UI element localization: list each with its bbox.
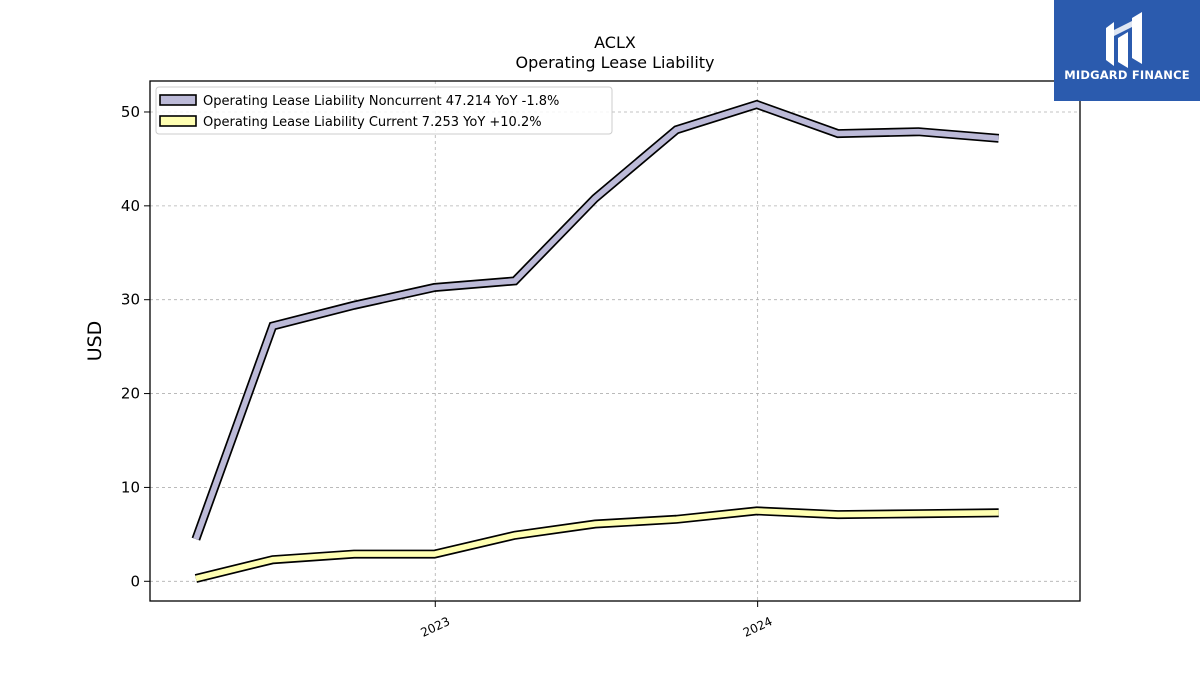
y-tick-label: 30	[121, 291, 140, 309]
y-tick-label: 0	[130, 572, 140, 590]
series-lines	[191, 99, 1000, 583]
x-tick-label: 2024	[741, 614, 775, 640]
y-axis-label: USD	[84, 321, 106, 362]
y-tick-label: 10	[121, 478, 140, 496]
x-tick-label: 2023	[418, 614, 452, 640]
legend-box	[155, 86, 613, 135]
series-line	[195, 508, 999, 582]
series-outline	[194, 506, 999, 583]
brand-logo-icon	[1106, 12, 1142, 68]
plot-frame	[149, 80, 1081, 602]
chart-title: ACLX	[594, 33, 636, 52]
legend-swatch	[159, 94, 197, 106]
legend-label: Operating Lease Liability Current 7.253 …	[203, 115, 542, 130]
chart-subtitle: Operating Lease Liability	[515, 53, 714, 72]
brand-logo: MIDGARD FINANCE	[1054, 0, 1200, 101]
legend-label: Operating Lease Liability Noncurrent 47.…	[203, 94, 559, 109]
series-line	[193, 101, 999, 541]
legend-swatch	[159, 115, 197, 127]
series-outline	[191, 99, 1000, 541]
y-tick-label: 50	[121, 103, 140, 121]
grid	[150, 81, 1080, 601]
legend: Operating Lease Liability Noncurrent 47.…	[155, 86, 613, 135]
axis-ticks: 0 10 20 30 40 50 2023 2024	[121, 103, 775, 640]
y-tick-label: 40	[121, 197, 140, 215]
brand-name: MIDGARD FINANCE	[1064, 68, 1190, 82]
y-tick-label: 20	[121, 385, 140, 403]
